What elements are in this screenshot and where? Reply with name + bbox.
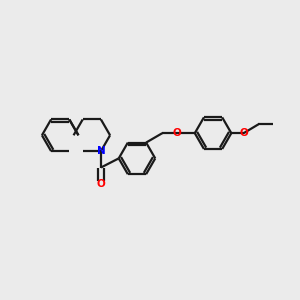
Text: O: O bbox=[172, 128, 182, 138]
Text: O: O bbox=[97, 178, 105, 189]
Text: N: N bbox=[97, 146, 105, 156]
Text: O: O bbox=[239, 128, 248, 138]
